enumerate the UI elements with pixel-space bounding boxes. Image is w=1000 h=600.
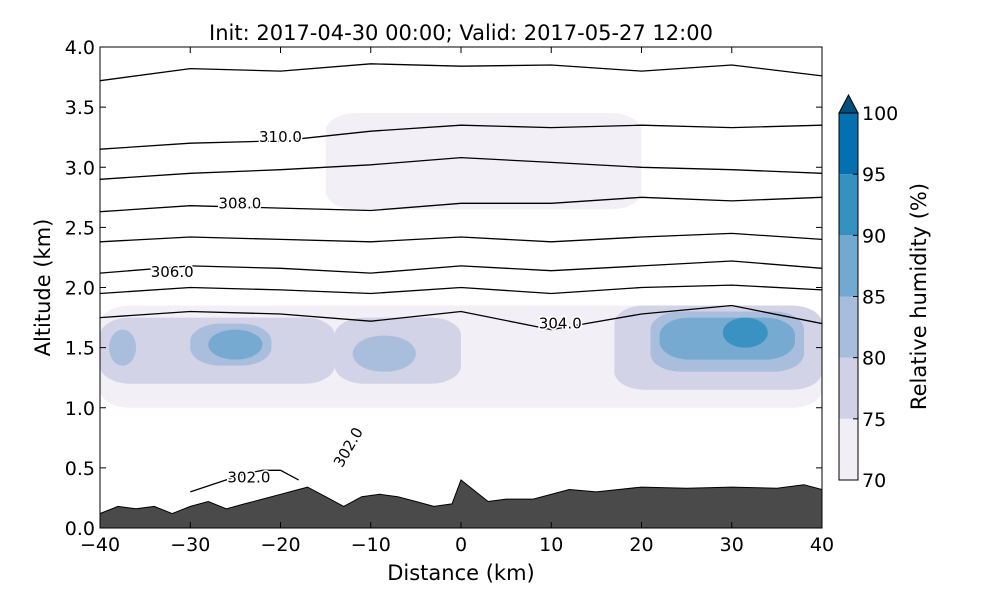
x-tick-label: 10	[539, 534, 563, 556]
contour-label: 308.0	[218, 194, 261, 212]
x-tick-label: −40	[80, 534, 120, 556]
colorbar-extend	[838, 93, 859, 114]
y-tick-label: 1.0	[65, 398, 95, 420]
contour-label-rotated: 302.0	[330, 424, 367, 470]
y-tick-label: 3.5	[65, 97, 95, 119]
x-tick-label: −10	[351, 534, 391, 556]
rh-region-70	[325, 113, 642, 210]
rh-region-80	[109, 329, 137, 366]
plot-content: 302.0 304.0 306.0 308.0 310.0 302.0	[100, 63, 822, 528]
rh-region-85	[208, 329, 263, 360]
colorbar-segment	[839, 357, 858, 419]
colorbar-label: Relative humidity (%)	[907, 183, 931, 410]
y-tick-label: 1.5	[65, 338, 95, 360]
theta-contour-4	[100, 232, 822, 243]
y-tick-label: 4.0	[65, 37, 95, 59]
plot-area: 302.0 304.0 306.0 308.0 310.0 302.0	[100, 63, 822, 528]
x-tick-label: −20	[260, 534, 300, 556]
colorbar-segment	[839, 113, 858, 175]
colorbar-tick-label: 75	[862, 409, 886, 431]
colorbar-tick-label: 80	[862, 348, 886, 370]
x-tick-label: 0	[455, 534, 467, 556]
contour-label: 310.0	[259, 128, 302, 146]
y-tick-label: 2.5	[65, 217, 95, 239]
theta-contour-2	[100, 284, 822, 295]
x-tick-label: 40	[810, 534, 834, 556]
y-tick-label: 2.0	[65, 278, 95, 300]
y-tick-label: 0.5	[65, 458, 95, 480]
colorbar-tick-label: 100	[862, 103, 898, 125]
chart-title: Init: 2017-04-30 00:00; Valid: 2017-05-2…	[209, 21, 713, 45]
axes: −40 −30 −20 −10 0 10 20 30 400.00.51.01.52.02.53…	[31, 21, 834, 585]
rh-region-90	[722, 317, 768, 348]
contour-label: 304.0	[539, 315, 582, 333]
theta-contour-304.0	[100, 304, 822, 331]
colorbar-segment	[839, 235, 858, 297]
colorbar-segment	[839, 296, 858, 358]
theta-contour-8	[100, 63, 822, 82]
colorbar-tick-label: 95	[862, 164, 886, 186]
theta-contour-306.0	[100, 260, 822, 274]
y-tick-label: 3.0	[65, 157, 95, 179]
x-tick-label: 30	[720, 534, 744, 556]
theta-contour-310.0	[100, 124, 822, 150]
y-axis-label: Altitude (km)	[31, 219, 55, 357]
colorbar-tick-label: 70	[862, 470, 886, 492]
colorbar-tick-label: 90	[862, 225, 886, 247]
rh-region-80	[352, 335, 416, 372]
colorbar-segment	[839, 418, 858, 480]
y-tick-label: 0.0	[65, 518, 95, 540]
x-axis-label: Distance (km)	[387, 561, 535, 585]
theta-contour-308.0	[100, 196, 822, 213]
contour-label: 302.0	[227, 468, 270, 486]
contour-label: 306.0	[151, 263, 194, 281]
colorbar-tick-label: 85	[862, 287, 886, 309]
colorbar-segment	[839, 174, 858, 236]
x-tick-label: −30	[170, 534, 210, 556]
terrain	[100, 479, 822, 528]
theta-contour-302.0	[190, 469, 299, 493]
x-tick-label: 20	[629, 534, 653, 556]
colorbar: 70 75 80 85 90 95 100 Relative humidity (%)	[838, 93, 931, 492]
theta-contour-6	[100, 156, 822, 180]
